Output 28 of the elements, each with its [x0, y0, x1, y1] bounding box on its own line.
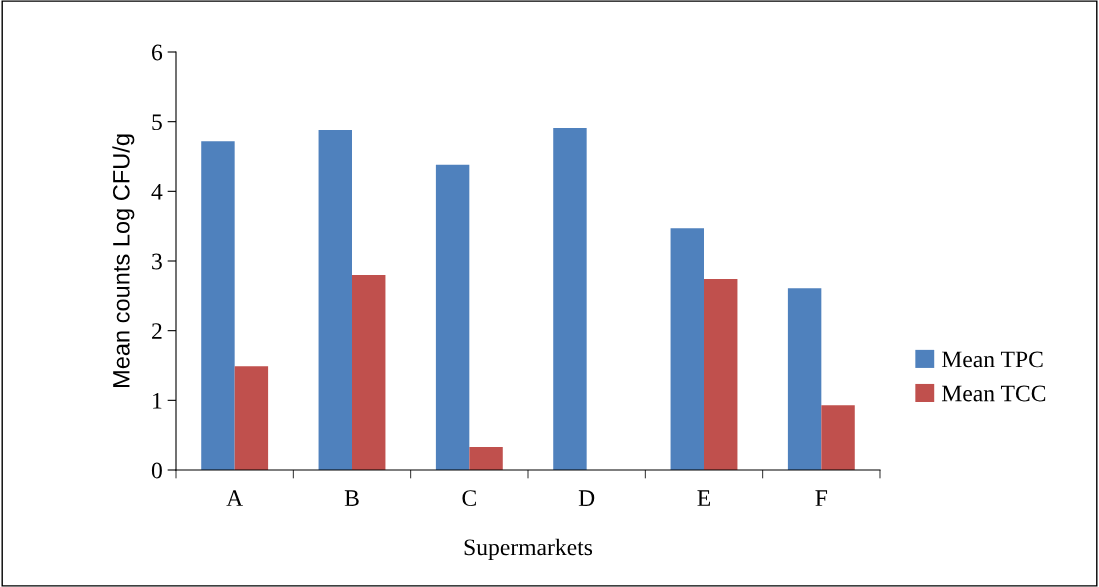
y-tick-label: 5: [152, 114, 162, 131]
bar: [318, 130, 352, 470]
bar: [435, 164, 470, 470]
y-tick-label: 1: [153, 392, 162, 409]
x-tick-label: C: [462, 490, 476, 507]
bar: [787, 288, 822, 470]
x-tick-label: D: [578, 490, 595, 506]
y-tick-label: 4: [151, 183, 163, 200]
y-axis-title: Mean counts Log CFU/g: [112, 134, 135, 388]
x-tick-label: A: [226, 490, 244, 506]
bar: [201, 141, 235, 470]
y-tick-label: 2: [152, 323, 162, 339]
y-tick-label: 3: [152, 253, 162, 270]
bar: [469, 447, 503, 470]
legend-label: Mean TPC: [941, 351, 1043, 368]
bar: [821, 405, 855, 470]
x-tick-label: E: [697, 490, 711, 506]
bar: [670, 228, 704, 470]
bar: [704, 279, 738, 470]
legend-label: Mean TCC: [941, 385, 1046, 402]
y-tick-label: 6: [152, 44, 163, 61]
x-tick-label: B: [344, 490, 359, 506]
bar: [234, 366, 269, 470]
x-tick-label: F: [815, 490, 828, 506]
bar: [352, 274, 386, 470]
bar: [553, 127, 587, 470]
x-axis-title: Supermarkets: [464, 538, 593, 561]
y-tick-label: 0: [151, 462, 162, 479]
